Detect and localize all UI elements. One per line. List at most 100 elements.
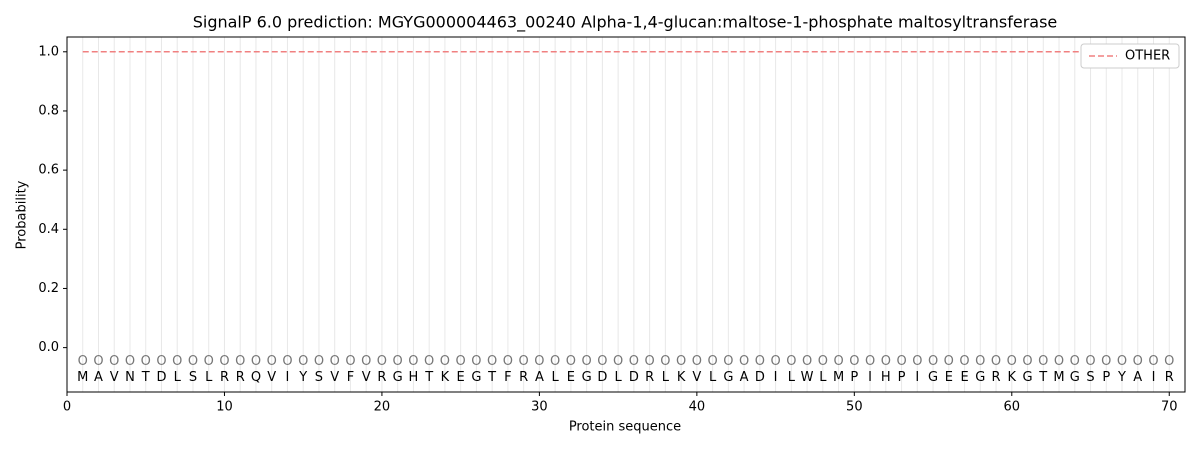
residue-label: O [959,354,969,369]
residue-label: O [204,354,214,369]
residue: T [1038,370,1047,385]
residue: A [94,370,103,385]
residue-label: O [975,354,985,369]
y-tick-label: 0.6 [38,163,59,178]
residue-label: O [944,354,954,369]
residue-label: O [786,354,796,369]
residue-label: O [456,354,466,369]
residue: D [629,370,639,385]
residue-label: O [314,354,324,369]
residue: P [1102,370,1110,385]
residue: T [141,370,150,385]
residue-label: O [692,354,702,369]
residue-label: O [251,354,261,369]
residue: Y [1117,370,1126,385]
chart-title: SignalP 6.0 prediction: MGYG000004463_00… [193,13,1058,33]
residue-label: O [739,354,749,369]
x-tick-label: 40 [689,400,706,415]
legend-label: OTHER [1125,49,1170,64]
residue-label: O [881,354,891,369]
x-tick-label: 30 [531,400,548,415]
residue: L [788,370,796,385]
residue: V [362,370,371,385]
y-tick-label: 1.0 [38,44,59,59]
residue-label: O [896,354,906,369]
residue-label: O [865,354,875,369]
residue: R [236,370,245,385]
residue-label: O [267,354,277,369]
residue: G [975,370,985,385]
y-tick-label: 0.2 [38,281,59,296]
residue: I [1152,370,1156,385]
residue-label: O [408,354,418,369]
residue-label: O [582,354,592,369]
residue-label: O [156,354,166,369]
residue-label: O [597,354,607,369]
residue-label: O [172,354,182,369]
residue: R [519,370,528,385]
residue-label: O [440,354,450,369]
residue: K [677,370,686,385]
residue: G [1070,370,1080,385]
residue: G [471,370,481,385]
residue: L [709,370,717,385]
residue-label: O [991,354,1001,369]
residue-label: O [645,354,655,369]
residue-label: O [550,354,560,369]
residue: G [1022,370,1032,385]
residue: R [377,370,386,385]
residue-label: O [1038,354,1048,369]
residue: R [220,370,229,385]
residue: R [645,370,654,385]
residue: G [723,370,733,385]
residue: E [945,370,953,385]
residue-label: O [393,354,403,369]
residue-label: O [219,354,229,369]
residue: A [1133,370,1142,385]
y-tick-label: 0.4 [38,222,59,237]
residue-label: O [1148,354,1158,369]
residue-label: O [109,354,119,369]
residue: A [740,370,749,385]
residue: P [850,370,858,385]
residue-label: O [282,354,292,369]
residue-label: O [424,354,434,369]
residue-label: O [471,354,481,369]
residue: R [1165,370,1174,385]
residue: D [755,370,765,385]
residue: I [774,370,778,385]
x-tick-label: 70 [1161,400,1178,415]
residue-label: O [78,354,88,369]
residue-label: O [298,354,308,369]
residue-label: O [345,354,355,369]
residue: F [504,370,511,385]
y-tick-label: 0.8 [38,103,59,118]
residue-label: O [1164,354,1174,369]
residue-label: O [802,354,812,369]
residue: T [424,370,433,385]
residue-label: O [566,354,576,369]
residue: L [552,370,560,385]
residue-label: O [1117,354,1127,369]
residue: I [286,370,290,385]
residue-label: O [188,354,198,369]
residue-label: O [487,354,497,369]
y-axis-label: Probability [15,180,30,249]
residue-label: O [928,354,938,369]
residue-label: O [361,354,371,369]
residue-label: O [660,354,670,369]
residue: E [960,370,968,385]
residue-label: O [849,354,859,369]
residue-label: O [1133,354,1143,369]
residue-label: O [912,354,922,369]
x-tick-label: 20 [374,400,391,415]
residue: M [833,370,844,385]
residue: Y [298,370,307,385]
residue: W [801,370,814,385]
plot-frame [66,36,1186,393]
residue-label: O [330,354,340,369]
residue-label: O [818,354,828,369]
residue: E [457,370,465,385]
residue: T [487,370,496,385]
